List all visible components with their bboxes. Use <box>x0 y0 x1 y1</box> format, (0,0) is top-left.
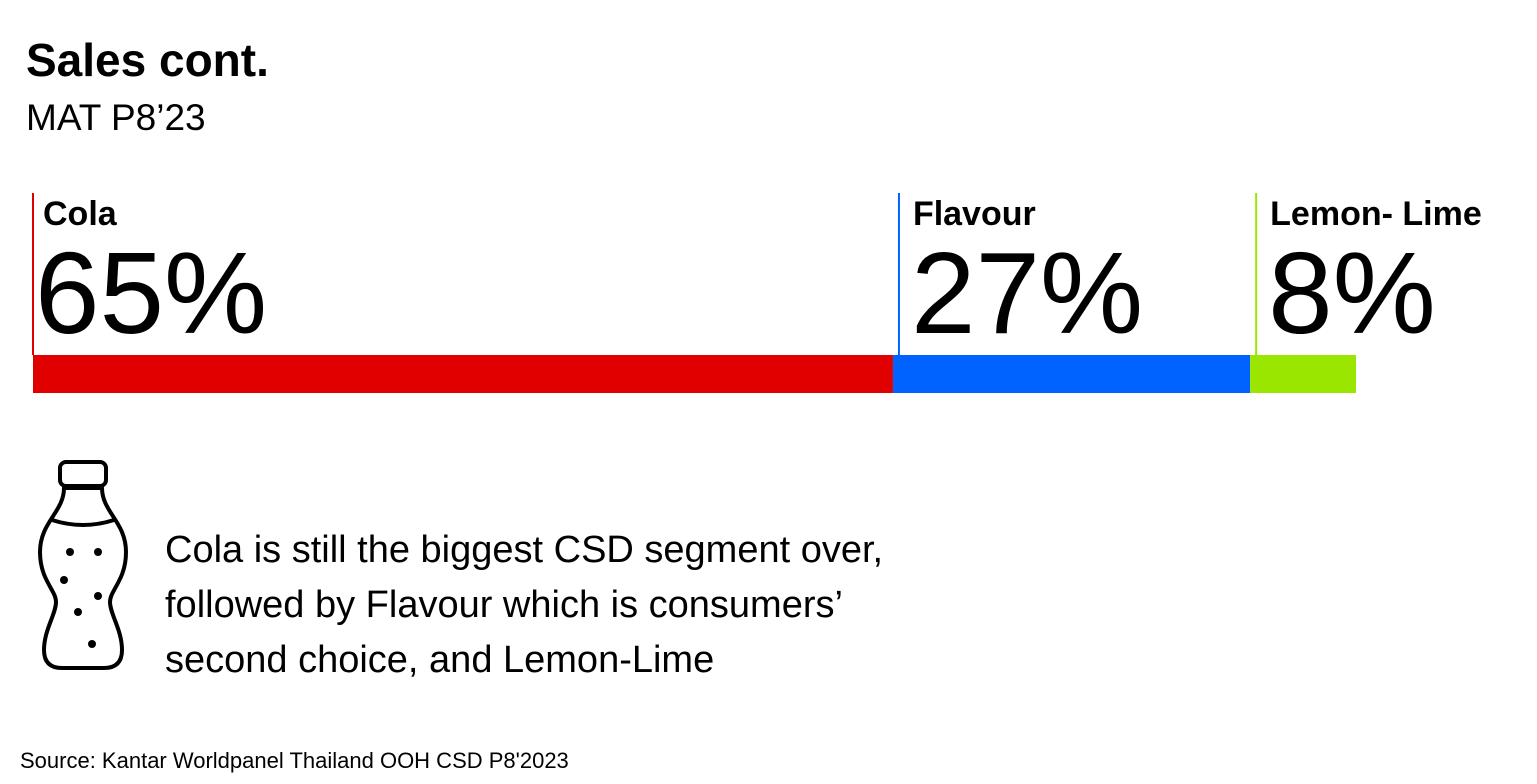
note-line: Cola is still the biggest CSD segment ov… <box>165 529 883 571</box>
bar-segment <box>33 355 893 393</box>
value-label: 65% <box>35 228 267 358</box>
bar-segment <box>1250 355 1356 393</box>
source: Source: Kantar Worldpanel Thailand OOH C… <box>20 748 569 773</box>
chart-subtitle: MAT P8’23 <box>26 97 206 138</box>
value-label: 27% <box>911 228 1143 358</box>
bottle-icon <box>38 460 128 670</box>
category-label: Lemon- Lime <box>1270 195 1482 233</box>
value-label: 8% <box>1268 228 1436 358</box>
category-label: Flavour <box>913 195 1036 233</box>
bar-segment <box>892 355 1251 393</box>
note-line: followed by Flavour which is consumers’ <box>165 584 843 626</box>
chart-title: Sales cont. <box>26 34 269 86</box>
note-line: second choice, and Lemon-Lime <box>165 639 714 681</box>
category-label: Cola <box>43 195 118 233</box>
